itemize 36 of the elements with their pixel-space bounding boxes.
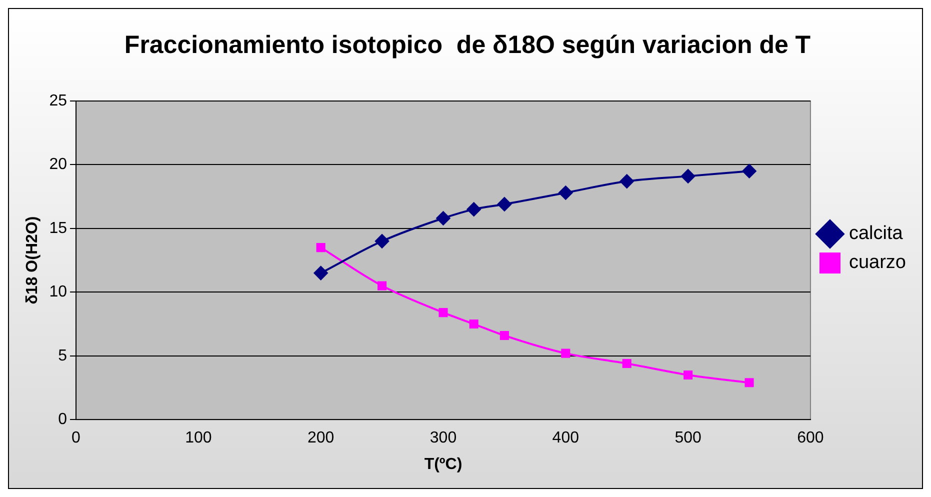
point <box>558 186 573 200</box>
x-tick-label: 200 <box>307 430 334 447</box>
point <box>497 197 512 212</box>
point <box>466 202 481 216</box>
legend-label: calcita <box>848 223 904 244</box>
y-tick-label: 10 <box>49 284 68 301</box>
y-axis-title: δ18 O(H2O) <box>24 216 42 304</box>
point <box>469 319 478 329</box>
point <box>681 169 696 184</box>
point <box>744 378 754 388</box>
legend-label: cuarzo <box>848 252 906 274</box>
point <box>375 234 390 248</box>
point <box>377 281 387 290</box>
point <box>684 370 693 380</box>
point <box>620 174 634 188</box>
y-tick-label: 15 <box>49 220 68 237</box>
x-tick-label: 600 <box>797 430 824 447</box>
chart-title: Fraccionamiento isotopico de δ18O según variacion de T <box>124 30 811 59</box>
point <box>314 266 328 280</box>
y-tick-label: 20 <box>49 156 68 174</box>
point <box>438 308 448 318</box>
x-tick-label: 100 <box>185 430 212 447</box>
y-tick-label: 25 <box>49 92 68 110</box>
point <box>561 348 570 358</box>
x-tick-label: 500 <box>674 430 702 447</box>
y-tick-label: 5 <box>58 347 68 364</box>
point <box>316 243 326 252</box>
point <box>742 164 756 178</box>
point <box>500 330 509 340</box>
point <box>622 358 632 368</box>
y-tick-label: 0 <box>58 411 68 428</box>
x-tick-label: 400 <box>552 430 580 447</box>
x-tick-label: 300 <box>430 430 457 447</box>
x-axis-title: T(ºC) <box>424 456 462 473</box>
x-tick-label: 0 <box>72 430 81 447</box>
point <box>436 211 450 226</box>
